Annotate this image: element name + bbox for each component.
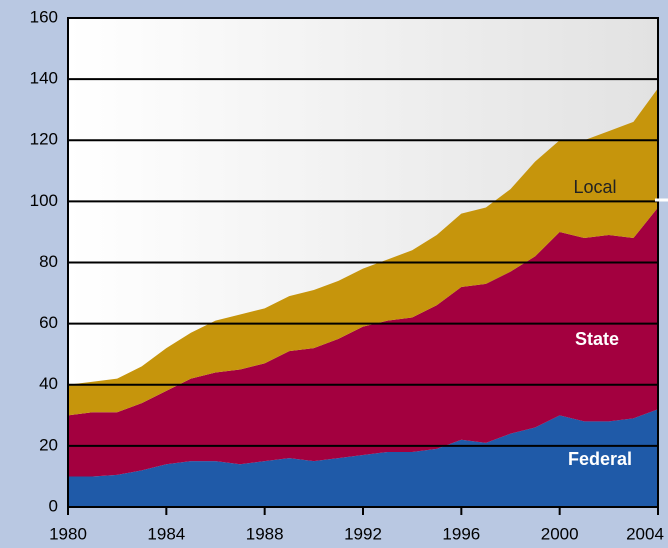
y-tick-label: 100	[30, 191, 58, 210]
area	[68, 88, 658, 416]
y-tick-label: 0	[49, 496, 58, 515]
y-tick-label: 140	[30, 69, 58, 88]
x-tick-label: 2004	[626, 524, 664, 543]
x-tick-label: 1992	[344, 524, 382, 543]
series-label: Federal	[568, 449, 632, 469]
y-tick-label: 120	[30, 130, 58, 149]
series-label: Local	[573, 177, 616, 197]
x-tick-label: 1996	[442, 524, 480, 543]
y-tick-label: 80	[39, 252, 58, 271]
x-tick-label: 2000	[541, 524, 579, 543]
y-tick-label: 160	[30, 7, 58, 26]
x-tick-label: 1980	[49, 524, 87, 543]
x-tick-label: 1984	[147, 524, 185, 543]
x-tick-label: 1988	[246, 524, 284, 543]
area	[68, 409, 658, 507]
y-tick-label: 40	[39, 374, 58, 393]
series-label: State	[575, 329, 619, 349]
y-tick-label: 60	[39, 313, 58, 332]
y-tick-label: 20	[39, 435, 58, 454]
area	[68, 207, 658, 477]
